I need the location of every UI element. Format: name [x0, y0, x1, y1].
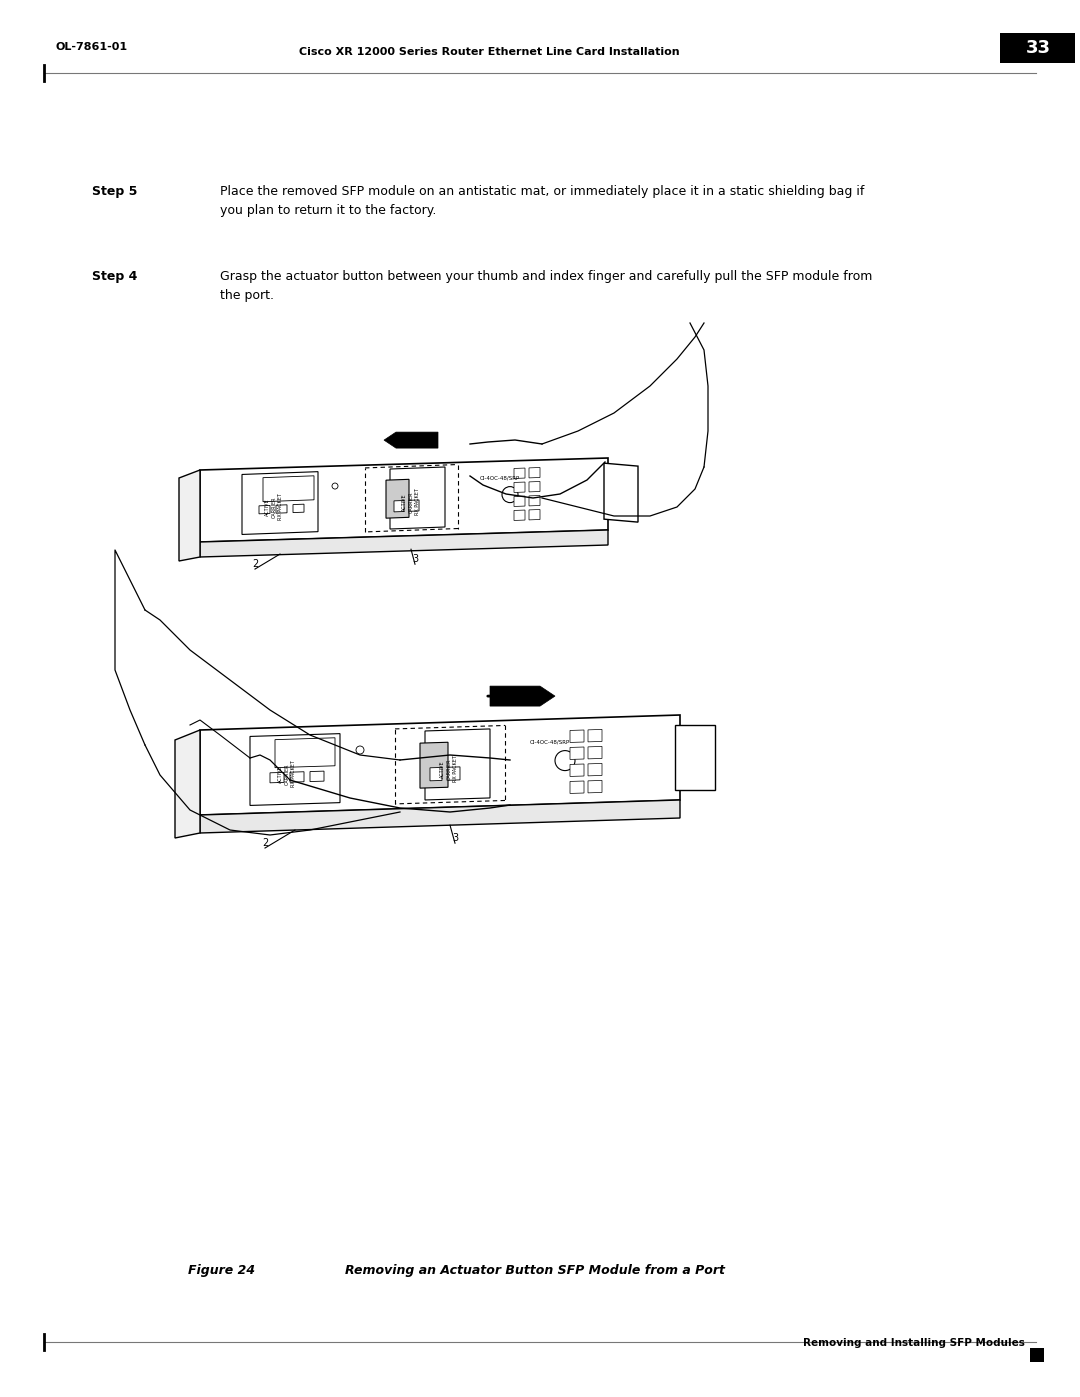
Text: Grasp the actuator button between your thumb and index finger and carefully pull: Grasp the actuator button between your t… — [220, 270, 873, 302]
Text: Step 5: Step 5 — [92, 184, 137, 198]
Polygon shape — [588, 781, 602, 793]
Polygon shape — [426, 729, 490, 800]
Polygon shape — [588, 763, 602, 775]
Polygon shape — [675, 725, 715, 791]
Text: ACTIVE
CARRIER
RX PACKET: ACTIVE CARRIER RX PACKET — [266, 493, 283, 521]
Text: 3: 3 — [451, 833, 458, 844]
Polygon shape — [529, 496, 540, 506]
Circle shape — [332, 483, 338, 489]
Polygon shape — [291, 771, 303, 782]
Polygon shape — [386, 479, 409, 518]
Polygon shape — [200, 529, 608, 557]
Polygon shape — [310, 771, 324, 781]
Polygon shape — [179, 469, 200, 562]
Polygon shape — [242, 472, 318, 535]
Text: 2: 2 — [252, 559, 258, 569]
Polygon shape — [430, 767, 442, 781]
Text: OL-7861-01: OL-7861-01 — [55, 42, 127, 52]
Polygon shape — [420, 742, 448, 788]
Polygon shape — [200, 458, 608, 542]
Polygon shape — [570, 781, 584, 793]
Polygon shape — [175, 731, 200, 838]
Text: ACTIVE
CARRIER
RX PACKET: ACTIVE CARRIER RX PACKET — [441, 756, 458, 782]
Polygon shape — [529, 468, 540, 478]
Polygon shape — [264, 476, 314, 502]
Polygon shape — [448, 767, 460, 781]
Text: Step 4: Step 4 — [92, 270, 137, 284]
Polygon shape — [293, 504, 303, 513]
Polygon shape — [529, 482, 540, 492]
Text: 33: 33 — [1026, 39, 1051, 57]
Polygon shape — [390, 467, 445, 529]
Text: 2: 2 — [261, 838, 268, 848]
Circle shape — [502, 486, 518, 503]
Polygon shape — [276, 504, 287, 513]
Text: Figure 24: Figure 24 — [188, 1264, 255, 1277]
Polygon shape — [570, 764, 584, 777]
Polygon shape — [394, 500, 404, 511]
Polygon shape — [259, 506, 270, 514]
Polygon shape — [514, 482, 525, 493]
Polygon shape — [514, 510, 525, 521]
Bar — [1030, 1348, 1044, 1362]
Polygon shape — [249, 733, 340, 806]
Text: Removing and Installing SFP Modules: Removing and Installing SFP Modules — [804, 1338, 1025, 1348]
Polygon shape — [514, 496, 525, 507]
Text: ACTIVE
CARRIER
RX PACKET: ACTIVE CARRIER RX PACKET — [402, 489, 420, 515]
Polygon shape — [409, 500, 419, 511]
Polygon shape — [570, 747, 584, 760]
Polygon shape — [514, 468, 525, 478]
Text: Cisco XR 12000 Series Router Ethernet Line Card Installation: Cisco XR 12000 Series Router Ethernet Li… — [299, 47, 680, 57]
Polygon shape — [384, 432, 438, 448]
Polygon shape — [588, 729, 602, 742]
Circle shape — [356, 746, 364, 754]
Polygon shape — [490, 686, 555, 705]
Polygon shape — [570, 731, 584, 742]
Text: CI-4OC-48/SRP: CI-4OC-48/SRP — [530, 739, 570, 745]
Text: Place the removed SFP module on an antistatic mat, or immediately place it in a : Place the removed SFP module on an antis… — [220, 184, 864, 217]
Text: ACTIVE
CARRIER
RX PACKET: ACTIVE CARRIER RX PACKET — [279, 760, 296, 788]
Circle shape — [555, 750, 575, 771]
Bar — [1000, 34, 1075, 63]
Text: Removing an Actuator Button SFP Module from a Port: Removing an Actuator Button SFP Module f… — [345, 1264, 725, 1277]
Polygon shape — [529, 510, 540, 520]
Polygon shape — [275, 738, 335, 768]
Polygon shape — [604, 464, 638, 522]
Text: CI-4OC-48/SRP: CI-4OC-48/SRP — [480, 476, 521, 481]
Bar — [1025, 38, 1037, 59]
Polygon shape — [270, 773, 284, 782]
Polygon shape — [588, 746, 602, 759]
Polygon shape — [200, 715, 680, 814]
Polygon shape — [200, 800, 680, 833]
Text: 3: 3 — [411, 555, 418, 564]
